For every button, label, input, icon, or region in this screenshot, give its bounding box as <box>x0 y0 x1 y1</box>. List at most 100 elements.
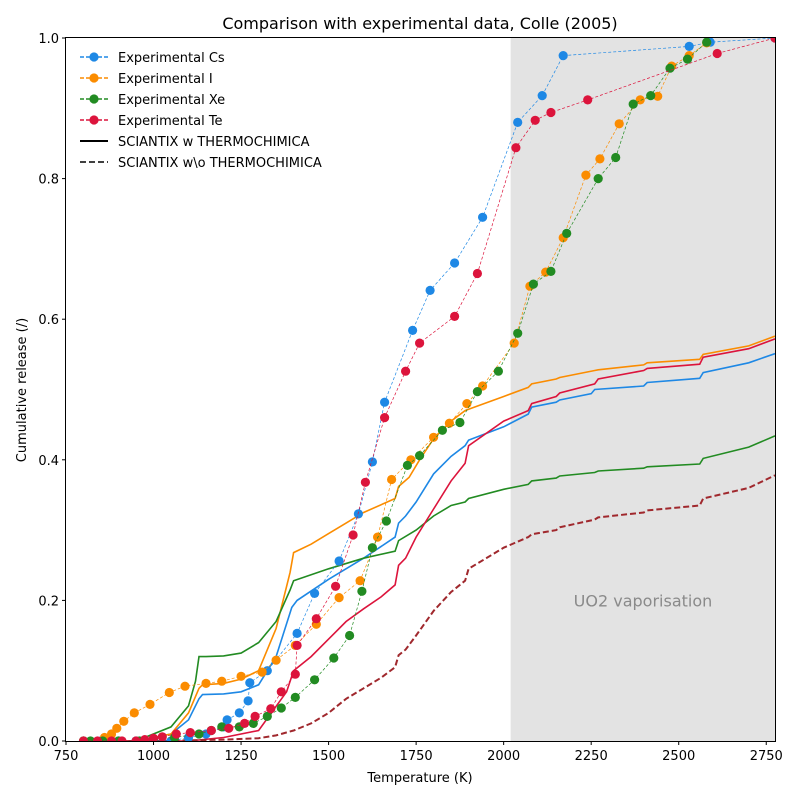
x-tick-label: 1000 <box>137 749 170 764</box>
model-line-3 <box>83 338 775 741</box>
legend-label: Experimental Xe <box>118 93 225 108</box>
experimental-point <box>528 279 539 289</box>
y-tick-label: 0.6 <box>38 313 59 328</box>
experimental-point <box>581 170 591 180</box>
experimental-point <box>140 735 150 741</box>
experimental-point <box>478 212 488 222</box>
experimental-point <box>360 477 370 487</box>
legend: Experimental Cs Experimental I Experimenta… <box>80 51 322 171</box>
chart-title: Comparison with experimental data, Colle… <box>222 14 617 33</box>
experimental-point <box>271 655 281 665</box>
experimental-point <box>148 733 159 741</box>
experimental-point <box>401 366 411 376</box>
experimental-point <box>357 586 367 596</box>
experimental-point <box>493 366 503 376</box>
experimental-point <box>408 325 418 335</box>
experimental-point <box>682 54 693 64</box>
experimental-point <box>665 63 675 73</box>
experimental-point <box>455 417 465 428</box>
experimental-point <box>646 91 656 101</box>
experimental-point <box>180 681 190 691</box>
experimental-point <box>558 51 568 61</box>
experimental-point <box>311 614 321 624</box>
experimental-point <box>415 451 425 461</box>
experimental-point <box>334 593 344 603</box>
experimental-point <box>222 715 232 725</box>
experimental-point <box>537 91 547 101</box>
experimental-point <box>234 708 244 718</box>
experimental-point <box>546 107 556 118</box>
experimental-point <box>367 543 377 553</box>
experimental-point <box>194 729 204 739</box>
y-tick-label: 0.8 <box>38 173 59 188</box>
shaded-region <box>510 38 775 741</box>
experimental-point <box>513 117 523 127</box>
experimental-point <box>206 725 216 736</box>
experimental-point <box>770 38 775 43</box>
experimental-point <box>262 711 272 722</box>
shaded-region-label: UO2 vaporisation <box>574 591 713 610</box>
experimental-point <box>444 418 454 428</box>
experimental-point <box>92 736 103 741</box>
plot-area: UO2 vaporisation <box>78 38 775 741</box>
legend-marker <box>89 52 99 62</box>
legend-label: Experimental Cs <box>118 51 225 66</box>
x-tick-label: 2000 <box>487 749 520 764</box>
experimental-point <box>248 718 258 729</box>
experimental-point <box>266 704 276 714</box>
experimental-point <box>217 676 227 686</box>
y-tick-label: 1.0 <box>38 32 59 47</box>
experimental-point <box>329 653 339 663</box>
legend-label: SCIANTIX w\o THERMOCHIMICA <box>118 156 322 171</box>
y-tick-label: 0.4 <box>38 454 59 469</box>
experimental-point <box>380 413 390 423</box>
experimental-point <box>513 328 523 338</box>
experimental-point <box>131 736 141 741</box>
experimental-point <box>245 678 255 688</box>
experimental-point <box>78 736 89 741</box>
legend-marker <box>89 115 99 125</box>
experimental-point <box>276 703 286 713</box>
experimental-point <box>381 516 391 526</box>
experimental-point <box>331 581 341 591</box>
y-tick-label: 0.2 <box>38 594 59 609</box>
experimental-point <box>611 152 621 163</box>
experimental-point <box>290 669 300 679</box>
experimental-point <box>236 671 246 681</box>
experimental-point <box>387 474 397 485</box>
x-tick-label: 750 <box>54 749 79 764</box>
y-tick-label: 0.0 <box>38 735 59 750</box>
experimental-point <box>117 736 127 741</box>
experimental-point <box>684 41 694 52</box>
x-tick-label: 1250 <box>225 749 258 764</box>
experimental-point <box>472 268 482 279</box>
legend-label: Experimental I <box>118 72 213 87</box>
plot-frame <box>65 37 776 742</box>
axis-ticks: 750 1000 1250 1500 1750 2000 2250 2500 2750 0.0 0.… <box>38 32 782 764</box>
experimental-point <box>348 530 358 540</box>
experimental-point <box>450 258 460 268</box>
x-tick-label: 1500 <box>312 749 345 764</box>
experimental-point <box>345 630 355 641</box>
experimental-point <box>240 718 250 729</box>
experimental-point <box>702 38 712 47</box>
experimental-point <box>250 711 260 722</box>
legend-label: SCIANTIX w THERMOCHIMICA <box>118 135 310 150</box>
experimental-point <box>106 736 117 741</box>
experimental-point <box>185 728 195 738</box>
experimental-point <box>415 338 425 348</box>
experimental-point <box>472 387 482 397</box>
experimental-point <box>201 678 211 689</box>
experimental-point <box>583 95 593 105</box>
model-line-2 <box>83 435 775 741</box>
experimental-point <box>224 723 234 733</box>
experimental-point <box>450 311 460 321</box>
experimental-point <box>402 460 412 470</box>
experimental-point <box>171 729 181 739</box>
x-tick-label: 2500 <box>662 749 695 764</box>
experimental-point <box>292 628 302 639</box>
experimental-point <box>712 48 722 59</box>
legend-label: Experimental Te <box>118 114 223 129</box>
legend-marker <box>89 94 99 104</box>
